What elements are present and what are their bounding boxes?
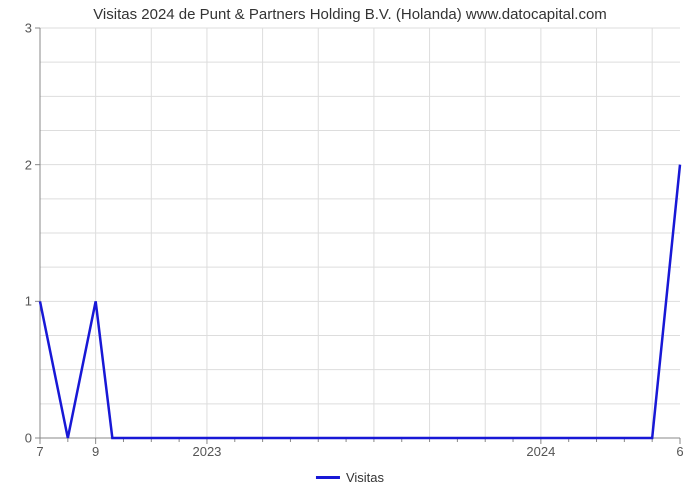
plot-svg: [40, 28, 680, 438]
chart-title: Visitas 2024 de Punt & Partners Holding …: [0, 6, 700, 23]
x-tick-label: 7: [36, 444, 43, 459]
plot-area: 012379202320246: [40, 28, 680, 438]
legend-label: Visitas: [346, 470, 384, 485]
legend: Visitas: [316, 470, 384, 485]
x-tick-label: 9: [92, 444, 99, 459]
x-tick-label: 6: [676, 444, 683, 459]
x-tick-label: 2023: [192, 444, 221, 459]
y-tick-label: 0: [25, 431, 32, 446]
y-tick-label: 3: [25, 21, 32, 36]
x-tick-label: 2024: [526, 444, 555, 459]
y-tick-label: 1: [25, 294, 32, 309]
chart-container: Visitas 2024 de Punt & Partners Holding …: [0, 0, 700, 500]
y-tick-label: 2: [25, 157, 32, 172]
legend-swatch: [316, 476, 340, 479]
